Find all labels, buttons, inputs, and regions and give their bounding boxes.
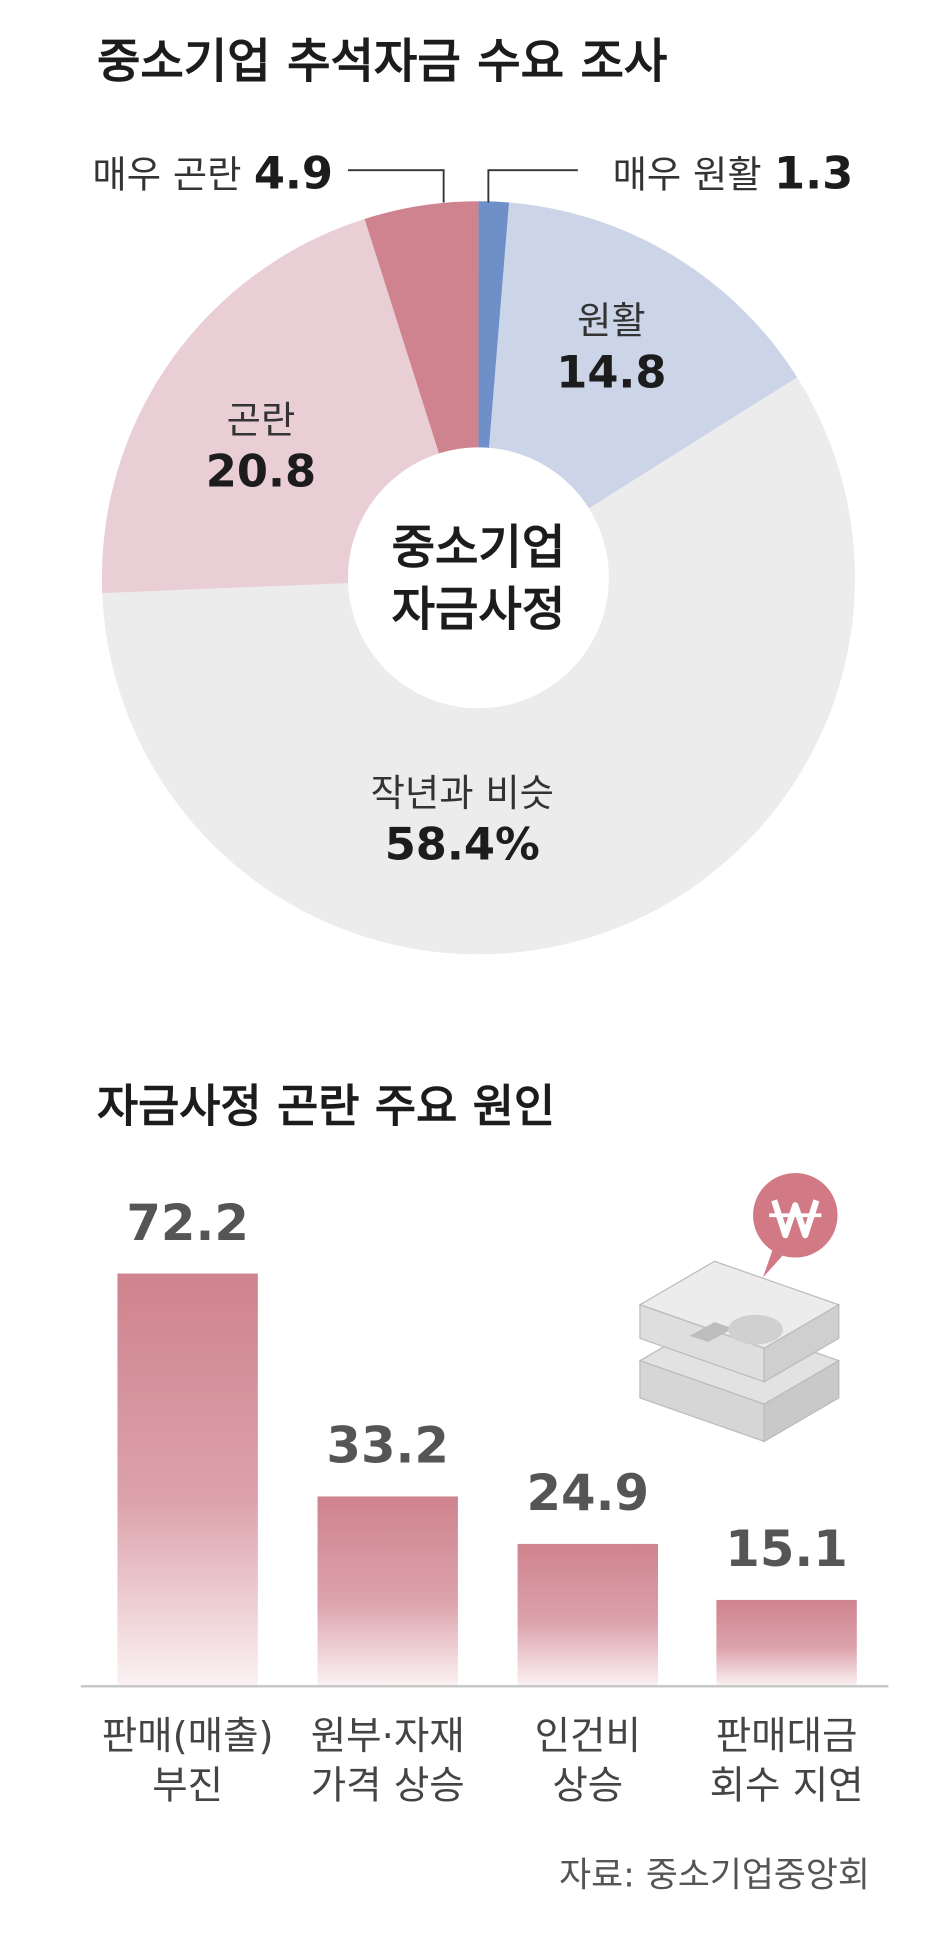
bar (517, 1543, 658, 1687)
chart-title: 자금사정 곤란 주요 원인 (97, 1080, 555, 1133)
x-tick-label: 인건비 (535, 1714, 641, 1759)
slice-label: 원활 (577, 299, 646, 343)
x-tick-label: 회수 지연 (710, 1764, 864, 1809)
leader-line (487, 169, 578, 203)
money-icon (638, 1173, 841, 1443)
center-label: 자금사정 (392, 583, 566, 638)
x-tick-label: 판매대금 (716, 1714, 858, 1759)
value-label: 20.8 (206, 445, 316, 498)
x-tick-label: 상승 (552, 1764, 623, 1809)
x-tick-label: 원부·자재 (311, 1714, 465, 1759)
chart-title: 중소기업 추석자금 수요 조사 (97, 35, 667, 90)
value-label: 58.4% (385, 817, 540, 870)
x-tick-label: 판매(매출) (102, 1714, 274, 1759)
slice-label: 작년과 비슷 (371, 771, 554, 815)
value-label: 1.3 (774, 146, 853, 199)
bar (117, 1273, 258, 1687)
donut-hole (347, 447, 609, 709)
slice-label: 매우 곤란 4.9 (92, 146, 333, 199)
bar (317, 1496, 458, 1687)
value-label: 24.9 (526, 1464, 649, 1522)
slice-label: 곤란 (227, 398, 296, 442)
center-label: 중소기업 (392, 520, 566, 575)
value-label: 15.1 (725, 1520, 848, 1578)
leader-line (347, 169, 445, 203)
x-tick-label: 부진 (152, 1764, 223, 1809)
slice-label-name: 매우 곤란 (92, 152, 241, 196)
value-label: 4.9 (254, 146, 333, 199)
source-note: 자료: 중소기업중앙회 (559, 1855, 870, 1895)
x-tick-label: 가격 상승 (311, 1764, 465, 1809)
slice-label-name: 매우 원활 (613, 152, 762, 196)
bar (716, 1599, 857, 1687)
slice-label: 매우 원활 1.3 (613, 146, 854, 199)
value-label: 72.2 (126, 1194, 249, 1252)
value-label: 14.8 (556, 345, 666, 398)
value-label: 33.2 (326, 1417, 449, 1475)
